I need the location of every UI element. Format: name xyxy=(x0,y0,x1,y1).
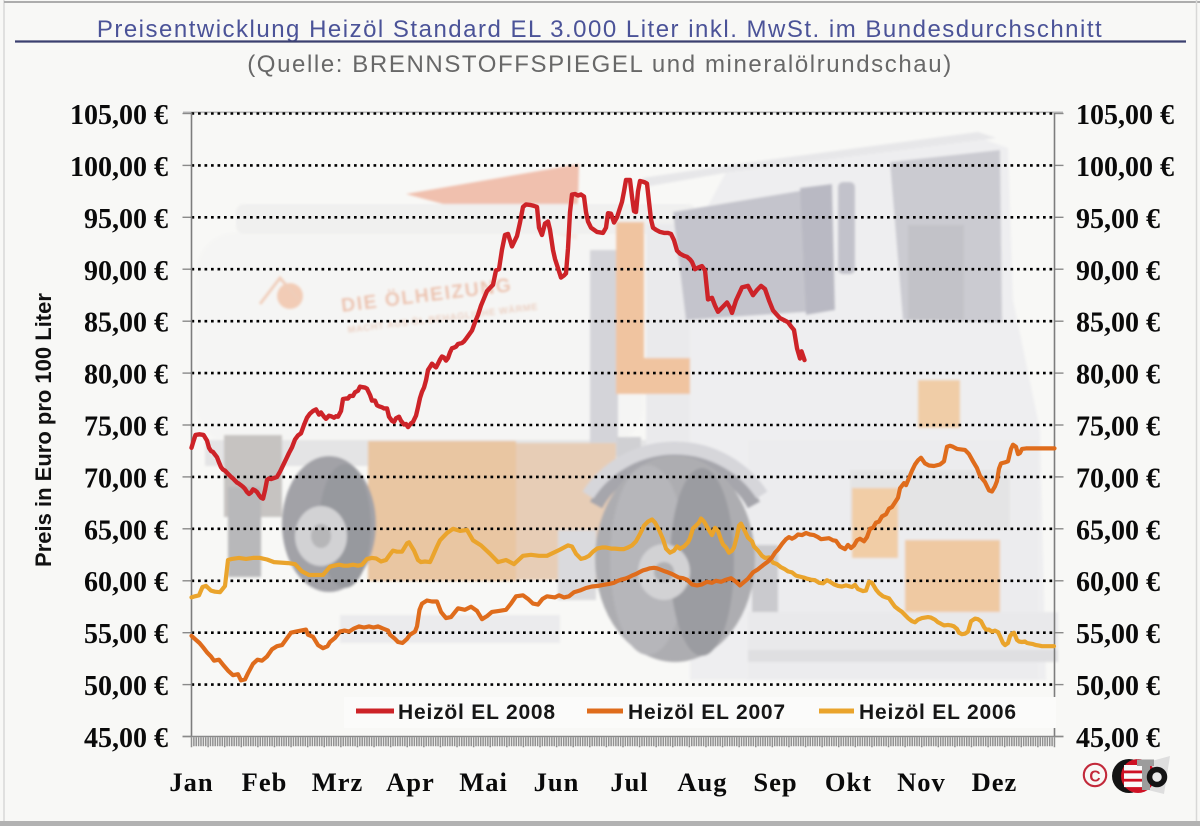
svg-text:75,00 €: 75,00 € xyxy=(84,412,168,443)
svg-text:Mai: Mai xyxy=(459,767,508,797)
svg-text:80,00 €: 80,00 € xyxy=(1076,360,1160,391)
svg-text:85,00 €: 85,00 € xyxy=(84,308,168,339)
svg-text:70,00 €: 70,00 € xyxy=(84,463,168,494)
svg-text:90,00 €: 90,00 € xyxy=(1076,256,1160,287)
svg-text:Apr: Apr xyxy=(386,767,435,797)
svg-text:105,00 €: 105,00 € xyxy=(1076,100,1174,131)
svg-text:Heizöl EL 2006: Heizöl EL 2006 xyxy=(859,701,1017,724)
svg-text:45,00 €: 45,00 € xyxy=(1076,723,1160,754)
svg-text:Heizöl EL 2007: Heizöl EL 2007 xyxy=(628,701,786,724)
svg-text:45,00 €: 45,00 € xyxy=(84,723,168,754)
svg-text:95,00 €: 95,00 € xyxy=(84,204,168,235)
svg-text:Jan: Jan xyxy=(169,767,213,797)
svg-text:Mrz: Mrz xyxy=(312,767,364,797)
svg-text:100,00 €: 100,00 € xyxy=(1076,152,1174,183)
svg-text:65,00 €: 65,00 € xyxy=(1076,515,1160,546)
svg-text:C: C xyxy=(1089,769,1100,786)
svg-text:50,00 €: 50,00 € xyxy=(1076,671,1160,702)
svg-text:Heizöl EL 2008: Heizöl EL 2008 xyxy=(398,701,556,724)
svg-text:Dez: Dez xyxy=(972,767,1018,797)
svg-text:80,00 €: 80,00 € xyxy=(84,360,168,391)
svg-text:60,00 €: 60,00 € xyxy=(1076,567,1160,598)
svg-text:105,00 €: 105,00 € xyxy=(70,100,168,131)
svg-text:55,00 €: 55,00 € xyxy=(84,619,168,650)
svg-text:Nov: Nov xyxy=(897,767,946,797)
svg-text:(Quelle: BRENNSTOFFSPIEGEL und: (Quelle: BRENNSTOFFSPIEGEL und mineralöl… xyxy=(247,51,953,78)
svg-text:50,00 €: 50,00 € xyxy=(84,671,168,702)
svg-text:60,00 €: 60,00 € xyxy=(84,567,168,598)
svg-text:Jul: Jul xyxy=(610,767,648,797)
svg-text:Aug: Aug xyxy=(677,767,727,797)
svg-text:100,00 €: 100,00 € xyxy=(70,152,168,183)
svg-text:Feb: Feb xyxy=(242,767,288,797)
svg-text:Jun: Jun xyxy=(534,767,580,797)
svg-text:Preisentwicklung Heizöl Standa: Preisentwicklung Heizöl Standard EL 3.00… xyxy=(97,16,1103,43)
svg-text:90,00 €: 90,00 € xyxy=(84,256,168,287)
svg-text:65,00 €: 65,00 € xyxy=(84,515,168,546)
svg-text:Okt: Okt xyxy=(825,767,872,797)
svg-text:55,00 €: 55,00 € xyxy=(1076,619,1160,650)
svg-text:85,00 €: 85,00 € xyxy=(1076,308,1160,339)
svg-text:75,00 €: 75,00 € xyxy=(1076,412,1160,443)
svg-text:Preis in Euro pro 100 Liter: Preis in Euro pro 100 Liter xyxy=(31,293,56,567)
svg-text:70,00 €: 70,00 € xyxy=(1076,463,1160,494)
svg-text:Sep: Sep xyxy=(753,767,797,797)
svg-text:95,00 €: 95,00 € xyxy=(1076,204,1160,235)
